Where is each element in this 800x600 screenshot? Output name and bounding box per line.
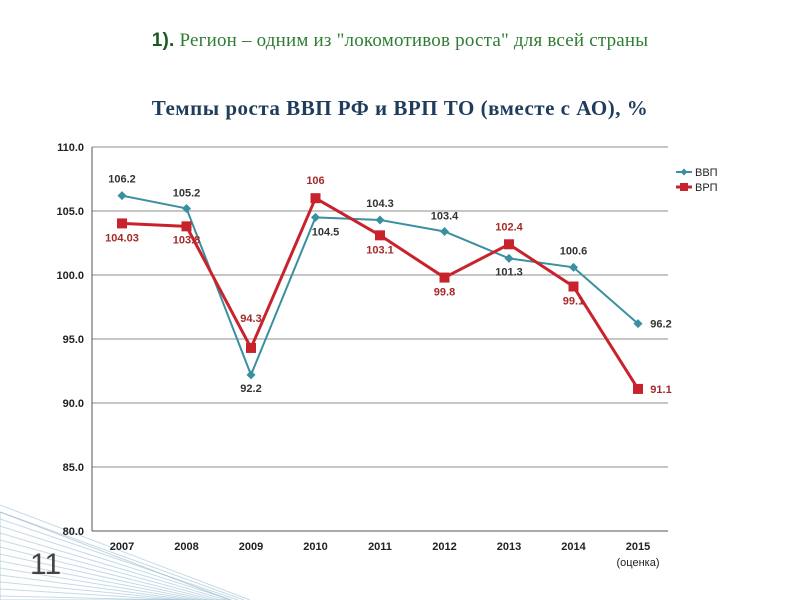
corner-decoration <box>0 504 251 600</box>
x-tick-label: 2007 <box>110 541 134 553</box>
y-axis-ticks: 80.0 85.0 90.0 95.0 100.0 105.0 110.0 <box>56 142 84 538</box>
x-tick-label: 2011 <box>368 541 392 553</box>
decor-stripe <box>0 525 233 600</box>
data-point <box>439 272 450 283</box>
decor-stripe <box>0 581 185 600</box>
data-label: 104.3 <box>366 198 394 210</box>
data-label: 99.1 <box>563 296 584 308</box>
data-label: 92.2 <box>240 383 261 395</box>
data-point <box>375 230 385 241</box>
x-tick-label: 2013 <box>497 541 521 553</box>
slide-number: 11 <box>30 548 62 581</box>
y-tick-label: 85.0 <box>63 462 84 474</box>
decor-stripe <box>0 595 173 600</box>
data-label: 106 <box>306 175 324 187</box>
data-label: 100.6 <box>560 245 588 257</box>
decor-stripe <box>0 567 197 600</box>
decor-stripe <box>0 553 209 600</box>
y-tick-label: 100.0 <box>56 270 84 282</box>
data-point <box>182 203 191 213</box>
decor-stripe <box>0 560 203 600</box>
decor-stripe <box>0 518 239 600</box>
x-tick-label: 2012 <box>432 541 456 553</box>
y-tick-label: 80.0 <box>63 526 84 538</box>
data-label: 94.3 <box>240 313 261 325</box>
legend-label: ВРП <box>695 182 718 194</box>
data-label: 103.4 <box>431 210 459 222</box>
y-tick-label: 105.0 <box>56 206 84 218</box>
legend-label: ВВП <box>695 167 718 179</box>
data-label: 102.4 <box>495 221 523 233</box>
data-point <box>633 319 643 329</box>
decor-stripe <box>0 546 215 600</box>
chart-legend: ВВП ВРП <box>676 167 718 194</box>
decor-stripe <box>0 504 251 600</box>
data-label: 101.3 <box>495 266 523 278</box>
data-point <box>246 370 256 380</box>
decor-stripe <box>0 574 191 600</box>
series-line-vrp <box>121 196 640 390</box>
heading-text: Регион – одним из "локомотивов роста" дл… <box>179 30 649 51</box>
decor-stripe <box>0 511 245 600</box>
y-tick-label: 90.0 <box>63 398 84 410</box>
decor-stripe <box>0 539 221 600</box>
legend-marker <box>680 183 688 191</box>
legend-marker <box>680 168 688 176</box>
x-tick-label: 2009 <box>239 541 263 553</box>
data-point <box>568 281 579 292</box>
y-tick-label: 110.0 <box>57 142 84 154</box>
data-point <box>310 193 321 204</box>
data-point <box>440 226 449 236</box>
decor-stripe <box>0 532 227 600</box>
data-point <box>246 342 256 353</box>
data-point <box>504 253 514 263</box>
decor-frame <box>0 511 231 600</box>
heading-number: 1). <box>151 30 175 51</box>
data-label: 103.8 <box>173 234 201 246</box>
data-point <box>311 212 320 222</box>
x-tick-note: (оценка) <box>617 557 660 569</box>
x-tick-label: 2014 <box>561 541 586 553</box>
data-point <box>117 218 127 229</box>
chart-axes <box>91 147 668 532</box>
x-tick-label: 2015 <box>626 541 650 553</box>
chart-title: Темпы роста ВВП РФ и ВРП ТО (вместе с АО… <box>151 96 649 120</box>
data-label: 104.5 <box>312 226 340 238</box>
slide-heading: 1). Регион – одним из "локомотивов роста… <box>0 30 800 52</box>
data-label: 96.2 <box>650 319 671 331</box>
data-label: 106.2 <box>108 174 136 186</box>
decor-stripe <box>0 588 179 600</box>
chart-series: 106.2 105.2 92.2 104.5 104.3 103.4 101.3 100.6 9… <box>105 174 672 396</box>
x-tick-label: 2008 <box>174 541 198 553</box>
data-point <box>569 262 578 272</box>
data-label: 103.1 <box>366 244 394 256</box>
data-label: 91.1 <box>650 384 671 396</box>
x-tick-label: 2010 <box>303 541 327 553</box>
x-axis-ticks: 2007 2008 2009 2010 2011 2012 2013 2014 2015 (оце… <box>110 541 660 569</box>
data-label: 104.03 <box>105 232 139 244</box>
data-label: 105.2 <box>173 187 201 199</box>
data-point <box>375 215 385 225</box>
data-point <box>633 383 643 394</box>
data-point <box>117 191 127 201</box>
data-point <box>181 221 192 232</box>
data-point <box>504 239 514 250</box>
y-tick-label: 95.0 <box>63 334 84 346</box>
data-label: 99.8 <box>434 287 455 299</box>
